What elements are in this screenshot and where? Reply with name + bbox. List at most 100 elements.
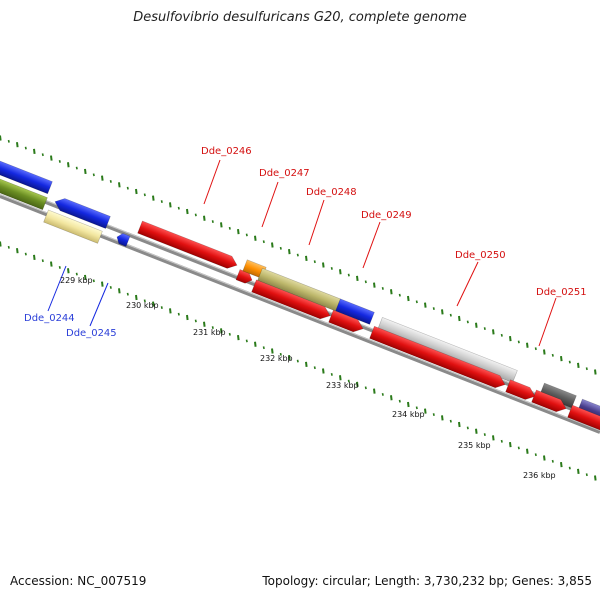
- outer-gc-tick: [7, 139, 10, 143]
- inner-gc-tick: [364, 386, 367, 390]
- inner-gc-tick: [492, 435, 495, 441]
- outer-gc-tick: [415, 300, 418, 304]
- genome-summary-text: Topology: circular; Length: 3,730,232 bp…: [262, 574, 592, 588]
- kbp-label-236: 236 kbp: [523, 471, 556, 480]
- inner-gc-tick: [75, 272, 78, 276]
- inner-gc-tick: [339, 375, 342, 381]
- inner-gc-tick: [228, 332, 231, 336]
- gene-arrow-reverse: [116, 233, 131, 247]
- gene-arrow-other: [257, 267, 341, 312]
- outer-gc-tick: [16, 142, 19, 148]
- outer-gc-tick: [194, 213, 197, 217]
- inner-gc-tick: [543, 455, 546, 461]
- outer-gc-tick: [407, 295, 410, 302]
- kbp-label-233: 233 kbp: [326, 381, 359, 390]
- inner-gc-tick: [194, 319, 197, 323]
- outer-gc-tick: [75, 166, 78, 170]
- inner-gc-tick: [373, 388, 376, 394]
- outer-gc-tick: [509, 335, 512, 342]
- outer-gc-tick: [177, 206, 180, 210]
- gene-callouts: [47, 159, 557, 347]
- outer-gc-tick: [492, 329, 495, 335]
- outer-gc-tick: [237, 228, 240, 235]
- outer-gc-tick: [322, 262, 325, 268]
- outer-gc-tick: [101, 175, 104, 181]
- inner-gc-ticks: [0, 241, 597, 481]
- gene-label-dde-0247: Dde_0247: [259, 168, 310, 179]
- inner-gc-tick: [381, 393, 384, 396]
- inner-gc-tick: [432, 413, 435, 416]
- outer-gc-tick: [568, 360, 571, 364]
- gene-arrow-forward: [251, 279, 331, 320]
- inner-gc-tick: [347, 379, 350, 383]
- outer-gc-tick: [254, 235, 257, 241]
- inner-gc-tick: [109, 286, 112, 289]
- inner-gc-tick: [245, 339, 248, 343]
- gene-arrow-reverse: [335, 298, 375, 325]
- accession-text: Accession: NC_007519: [10, 574, 147, 588]
- gene-label-dde-0248: Dde_0248: [306, 187, 357, 198]
- outer-gc-tick: [381, 287, 384, 290]
- inner-gc-tick: [517, 446, 520, 450]
- gene-arrow-other: [0, 175, 48, 211]
- inner-gc-tick: [500, 439, 503, 443]
- inner-gc-tick: [551, 459, 554, 463]
- outer-gc-tick: [560, 356, 563, 362]
- inner-gc-tick: [458, 421, 461, 428]
- outer-gc-tick: [466, 320, 469, 324]
- inner-gc-tick: [322, 368, 325, 374]
- inner-gc-tick: [101, 281, 104, 287]
- map-title: Desulfovibrio desulfuricans G20, complet…: [133, 10, 467, 25]
- inner-gc-tick: [407, 401, 410, 408]
- inner-gc-tick: [475, 428, 478, 434]
- kbp-label-229: 229 kbp: [60, 276, 93, 285]
- inner-gc-tick: [305, 361, 308, 367]
- outer-gc-tick: [390, 289, 393, 295]
- gene-label-dde-0246: Dde_0246: [201, 146, 252, 157]
- inner-gc-tick: [58, 265, 61, 269]
- outer-gc-tick: [339, 269, 342, 275]
- outer-gc-tick: [288, 249, 291, 255]
- outer-gc-tick: [483, 327, 486, 331]
- gene-label-dde-0251: Dde_0251: [536, 287, 587, 298]
- outer-gc-tick: [50, 155, 53, 161]
- outer-gc-tick: [373, 282, 376, 288]
- inner-gc-tick: [7, 245, 10, 249]
- inner-gc-tick: [424, 408, 427, 414]
- inner-gc-tick: [415, 406, 418, 410]
- inner-gc-tick: [526, 448, 529, 454]
- outer-gc-tick: [84, 168, 87, 175]
- outer-gc-tick: [24, 146, 27, 150]
- gene-arrow-reverse: [54, 198, 111, 229]
- inner-gc-tick: [585, 473, 588, 477]
- inner-gc-tick: [288, 355, 291, 361]
- outer-gc-tick: [577, 362, 580, 368]
- outer-gc-tick: [279, 246, 282, 250]
- inner-gc-tick: [594, 475, 597, 481]
- outer-gc-tick: [169, 202, 172, 208]
- gene-arrow-hypothetical: [43, 209, 103, 244]
- outer-gc-tick: [92, 173, 95, 177]
- outer-gc-tick: [500, 333, 503, 337]
- outer-gc-tick: [458, 315, 461, 322]
- inner-gc-tick: [92, 279, 95, 283]
- outer-gc-tick: [449, 313, 452, 317]
- inner-gc-tick: [152, 301, 155, 307]
- inner-gc-tick: [313, 366, 316, 370]
- inner-gc-tick: [398, 399, 401, 403]
- inner-gc-tick: [262, 346, 265, 350]
- inner-gc-tick: [577, 468, 580, 474]
- outer-gc-tick: [398, 293, 401, 297]
- outer-gc-tick: [67, 162, 70, 168]
- outer-gc-tick: [118, 182, 121, 188]
- inner-gc-tick: [160, 306, 163, 309]
- outer-gc-tick: [203, 215, 206, 221]
- outer-gc-tick: [58, 159, 61, 163]
- inner-gc-tick: [441, 415, 444, 421]
- inner-gc-tick: [568, 466, 571, 470]
- outer-gc-tick: [585, 367, 588, 371]
- inner-gc-tick: [169, 308, 172, 314]
- kbp-label-230: 230 kbp: [126, 301, 159, 310]
- inner-gc-tick: [449, 419, 452, 423]
